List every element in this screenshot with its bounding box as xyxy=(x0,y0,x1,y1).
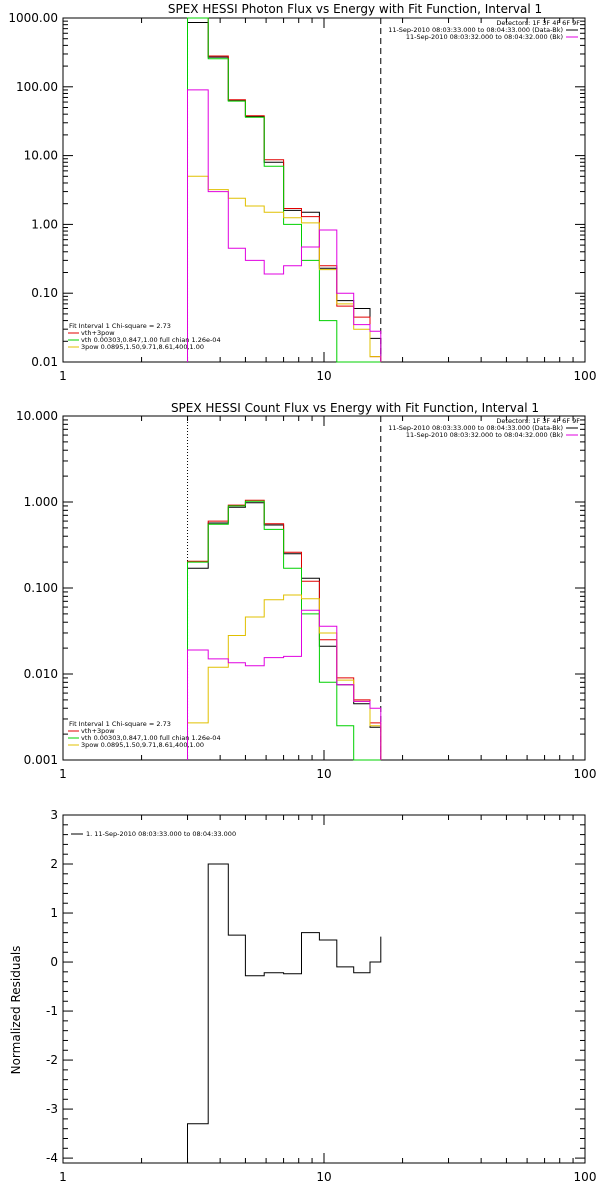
x-tick-label: 1 xyxy=(59,369,67,383)
x-tick-label: 100 xyxy=(574,1170,597,1184)
legend-entry: 11-Sep-2010 08:03:33.000 to 08:04:33.000… xyxy=(388,26,563,34)
series-step-line xyxy=(187,500,381,761)
fit-legend-entry: vth 0.00303,0.847,1.00 full chian 1.26e-… xyxy=(81,336,221,344)
y-tick-label: 1 xyxy=(50,906,58,920)
series-step-line xyxy=(187,863,382,1163)
x-tick-label: 100 xyxy=(574,767,597,781)
count-flux-panel: SPEX HESSI Count Flux vs Energy with Fit… xyxy=(16,401,596,781)
y-tick-label: 0.10 xyxy=(31,286,58,300)
y-tick-label: 100.00 xyxy=(16,80,58,94)
y-tick-label: 0.100 xyxy=(24,581,58,595)
legend-entry: 1. 11-Sep-2010 08:03:33.000 to 08:04:33.… xyxy=(86,830,236,838)
legend-entry: 11-Sep-2010 08:03:32.000 to 08:04:32.000… xyxy=(406,431,563,439)
y-tick-label: 0 xyxy=(50,955,58,969)
residuals-panel: Normalized Residuals 1 10 100 -4 -3 -2 -1 0 1 2 3 1… xyxy=(9,808,596,1184)
y-tick-label: 0.01 xyxy=(31,355,58,369)
y-tick-label: 1.000 xyxy=(24,495,58,509)
y-tick-label: 3 xyxy=(50,808,58,822)
y-tick-label: 2 xyxy=(50,857,58,871)
x-tick-label: 10 xyxy=(316,767,331,781)
fit-legend-entry: 3pow 0.0895,1.50,9.71,8.61,400,1.00 xyxy=(81,741,204,749)
y-tick-label: -3 xyxy=(46,1102,58,1116)
y-tick-label: 0.010 xyxy=(24,667,58,681)
series-step-line xyxy=(187,502,382,760)
y-tick-label: 10.000 xyxy=(16,409,58,423)
plot-frame xyxy=(62,814,586,1164)
series-step-line xyxy=(187,175,382,362)
x-tick-label: 100 xyxy=(574,369,597,383)
series-step-line xyxy=(187,499,382,760)
series-step-line xyxy=(187,22,382,362)
count-flux-title: SPEX HESSI Count Flux vs Energy with Fit… xyxy=(171,401,539,415)
fit-legend-entry: vth 0.00303,0.847,1.00 full chian 1.26e-… xyxy=(81,734,221,742)
y-tick-label: 1.00 xyxy=(31,217,58,231)
series-step-line xyxy=(187,609,382,760)
fit-legend-entry: vth+3pow xyxy=(81,727,115,735)
x-tick-label: 1 xyxy=(59,1170,67,1184)
y-tick-label: 0.001 xyxy=(24,753,58,767)
legend-entry: 11-Sep-2010 08:03:33.000 to 08:04:33.000… xyxy=(388,424,563,432)
series-step-line xyxy=(187,17,382,362)
detectors-label: Detectors: 1F 3F 4F 6F 9F xyxy=(496,417,580,425)
residuals-ylabel: Normalized Residuals xyxy=(9,946,23,1075)
plot-frame xyxy=(62,415,586,761)
series-step-line xyxy=(187,89,382,362)
y-tick-label: -2 xyxy=(46,1053,58,1067)
x-tick-label: 10 xyxy=(316,1170,331,1184)
series-step-line xyxy=(187,17,381,363)
y-tick-label: 1000.00 xyxy=(8,11,58,25)
photon-flux-panel: SPEX HESSI Photon Flux vs Energy with Fi… xyxy=(8,2,596,383)
x-tick-label: 1 xyxy=(59,767,67,781)
y-tick-label: -1 xyxy=(46,1004,58,1018)
fit-legend-entry: Fit Interval 1 Chi-square = 2.73 xyxy=(69,322,171,330)
detectors-label: Detectors: 1F 3F 4F 6F 9F xyxy=(496,19,580,27)
photon-flux-title: SPEX HESSI Photon Flux vs Energy with Fi… xyxy=(168,2,542,16)
y-tick-label: 10.00 xyxy=(24,149,58,163)
fit-legend-entry: 3pow 0.0895,1.50,9.71,8.61,400,1.00 xyxy=(81,343,204,351)
legend-entry: 11-Sep-2010 08:03:32.000 to 08:04:32.000… xyxy=(406,33,563,41)
fit-legend-entry: Fit Interval 1 Chi-square = 2.73 xyxy=(69,720,171,728)
x-tick-label: 10 xyxy=(316,369,331,383)
plot-frame xyxy=(62,17,586,363)
fit-legend-entry: vth+3pow xyxy=(81,329,115,337)
y-tick-label: -4 xyxy=(46,1151,58,1165)
